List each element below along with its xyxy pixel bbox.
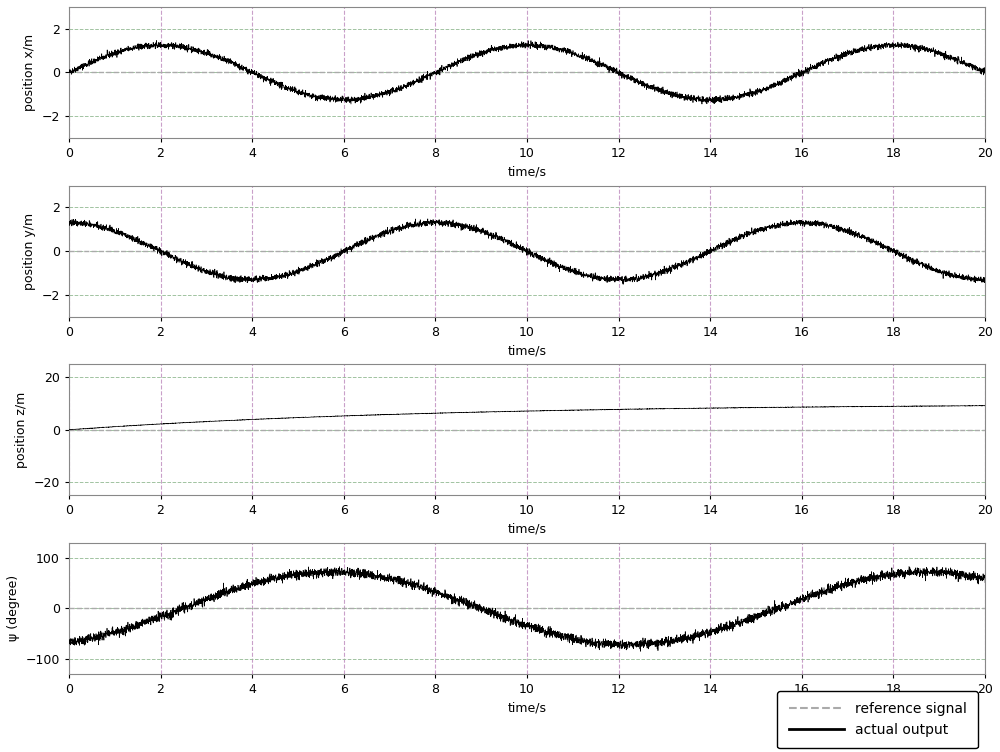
Legend: reference signal, actual output: reference signal, actual output — [777, 691, 978, 748]
X-axis label: time/s: time/s — [508, 165, 547, 179]
Y-axis label: position z/m: position z/m — [15, 392, 28, 468]
Y-axis label: position y/m: position y/m — [23, 213, 36, 290]
X-axis label: time/s: time/s — [508, 523, 547, 536]
X-axis label: time/s: time/s — [508, 344, 547, 357]
X-axis label: time/s: time/s — [508, 702, 547, 714]
Y-axis label: ψ (degree): ψ (degree) — [7, 575, 20, 641]
Y-axis label: position x/m: position x/m — [23, 34, 36, 111]
